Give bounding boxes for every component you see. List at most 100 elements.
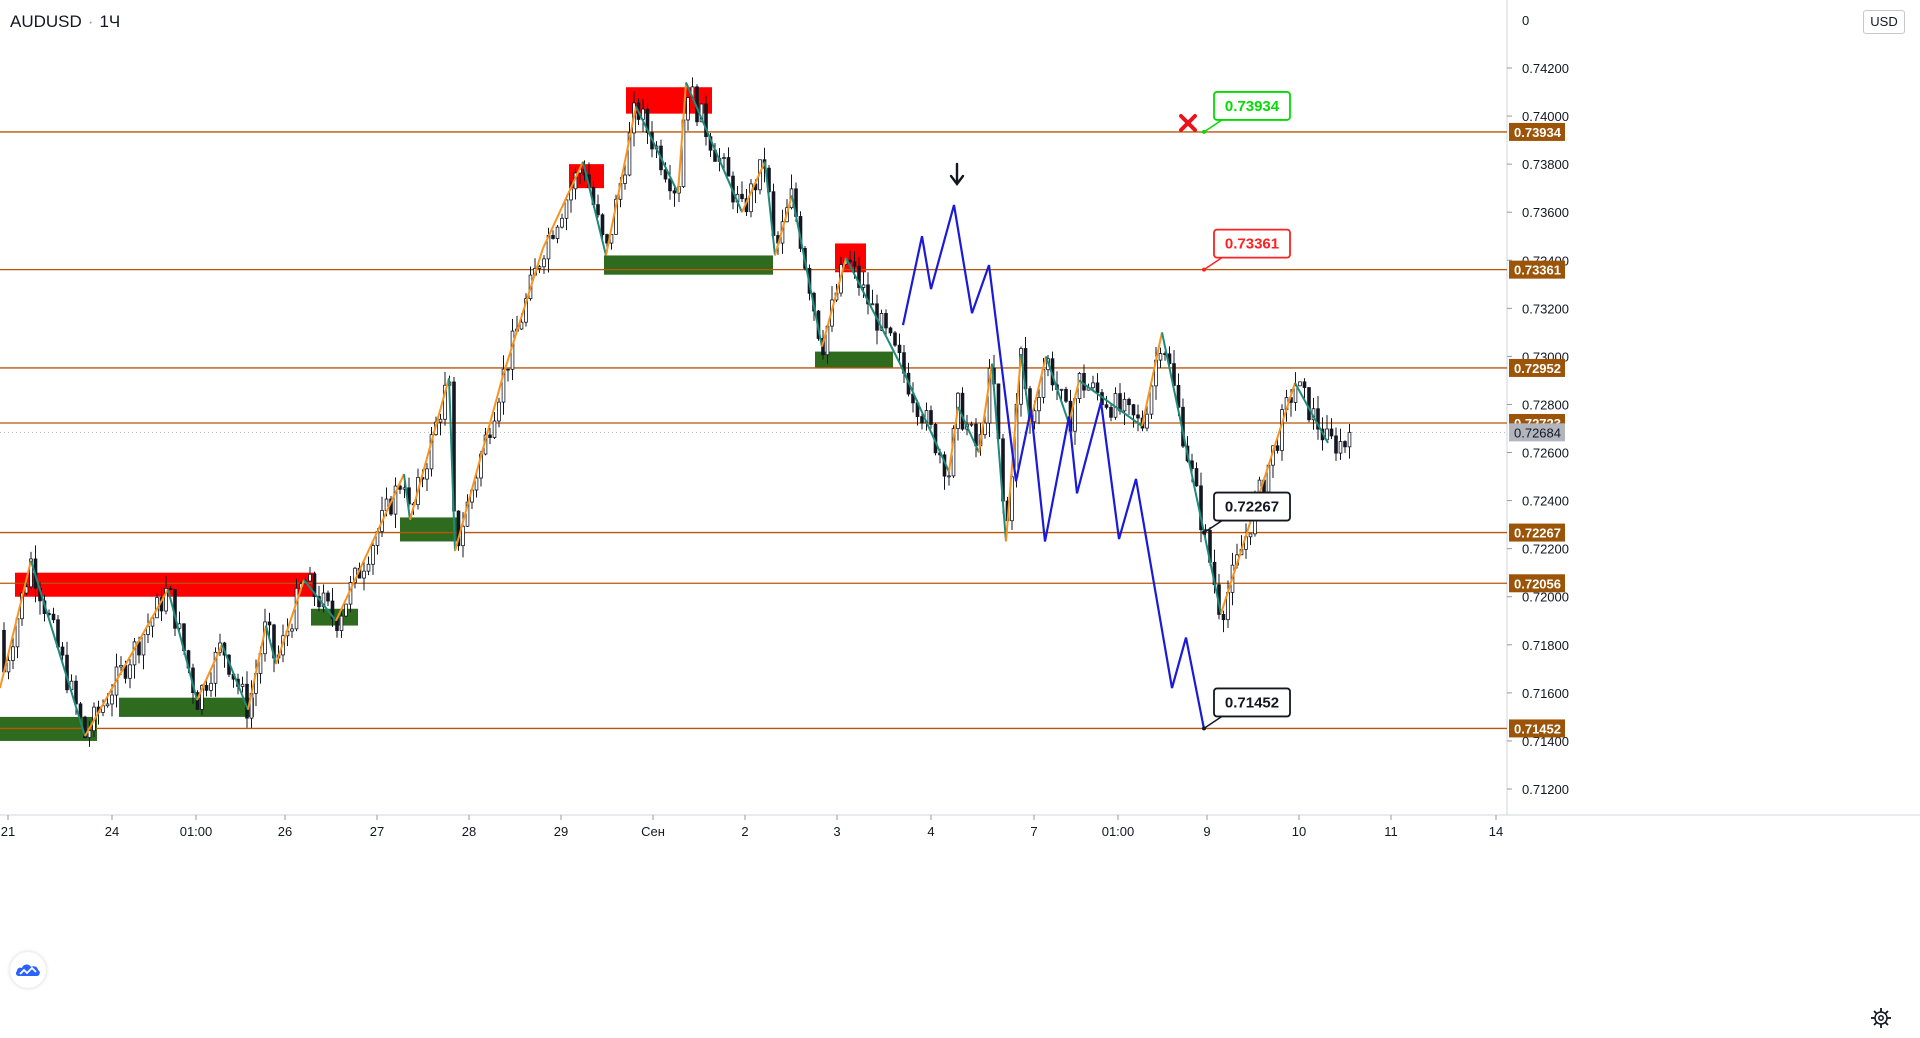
candle-body bbox=[560, 217, 564, 228]
candle-body bbox=[1221, 614, 1226, 621]
candle-body bbox=[627, 132, 632, 176]
candle-body bbox=[429, 434, 434, 470]
symbol-title[interactable]: AUDUSD · 1Ч bbox=[10, 12, 120, 32]
cancel-x-icon bbox=[1179, 114, 1197, 132]
candle-body bbox=[551, 235, 555, 239]
candle-body bbox=[1158, 353, 1163, 361]
time-tick-label: 10 bbox=[1292, 824, 1306, 839]
level-price-label: 0.71452 bbox=[1514, 721, 1561, 736]
candle-body bbox=[879, 313, 884, 331]
candle-body bbox=[1334, 435, 1338, 454]
settings-gear-icon[interactable] bbox=[1869, 1006, 1893, 1030]
levels-layer bbox=[0, 131, 1507, 730]
currency-badge[interactable]: USD bbox=[1863, 10, 1905, 34]
candle-body bbox=[438, 418, 443, 423]
zigzag-down-segment bbox=[764, 161, 776, 256]
candle-body bbox=[492, 420, 497, 438]
zigzag-down-segment bbox=[635, 106, 679, 194]
zigzag-up-segment bbox=[409, 377, 450, 521]
candle-body bbox=[555, 226, 560, 239]
candle-body bbox=[339, 615, 344, 631]
price-axis: 0.742000.740000.738000.736000.734000.732… bbox=[1507, 13, 1569, 797]
time-axis: 21 24 01:00 26 27 28 29 Сен 2 3 4 7 01:00 9 10 11 14 bbox=[1, 815, 1503, 839]
candle-body bbox=[204, 685, 209, 691]
candle-body bbox=[1131, 404, 1136, 416]
target-anchor bbox=[1202, 530, 1206, 535]
annotations-layer bbox=[949, 114, 1197, 186]
candle-body bbox=[83, 716, 87, 738]
candle-body bbox=[1316, 408, 1320, 430]
candle-body bbox=[443, 384, 447, 420]
candle-body bbox=[321, 592, 326, 608]
candle-body bbox=[1307, 387, 1311, 421]
candle-body bbox=[600, 214, 605, 236]
candle-body bbox=[524, 298, 528, 323]
candle-body bbox=[519, 321, 524, 330]
tradingview-logo-icon[interactable] bbox=[10, 952, 46, 988]
current-price-label-bg bbox=[1509, 423, 1565, 442]
candle-body bbox=[542, 258, 546, 268]
candle-body bbox=[726, 157, 731, 177]
zigzag-layer bbox=[0, 82, 1329, 737]
candle-body bbox=[1136, 414, 1140, 419]
price-tick-label: 0.73200 bbox=[1522, 301, 1569, 316]
zigzag-down-segment bbox=[1294, 382, 1329, 444]
zigzag-up-segment bbox=[1029, 356, 1047, 424]
zigzag-up-segment bbox=[978, 363, 993, 453]
candle-body bbox=[1091, 382, 1095, 389]
candle-body bbox=[164, 588, 168, 612]
zigzag-down-segment bbox=[403, 474, 411, 520]
price-tick-label: 0.71600 bbox=[1522, 686, 1569, 701]
price-tick-label: 0.72800 bbox=[1522, 397, 1569, 412]
candle-body bbox=[1338, 441, 1343, 454]
candle-body bbox=[425, 468, 429, 480]
zigzag-down-segment bbox=[448, 377, 456, 552]
price-tick-label: 0.72400 bbox=[1522, 494, 1569, 509]
support-zone bbox=[604, 255, 773, 275]
candle-body bbox=[371, 545, 375, 565]
candle-body bbox=[60, 646, 65, 656]
candle-body bbox=[119, 665, 123, 668]
level-price-label-bg bbox=[1509, 358, 1565, 377]
level-price-label-bg bbox=[1509, 719, 1565, 738]
candle-body bbox=[645, 108, 650, 134]
price-tick-label: 0 bbox=[1522, 13, 1529, 28]
zigzag-down-segment bbox=[1020, 353, 1031, 424]
zigzag-down-segment bbox=[1078, 379, 1143, 427]
zigzag-up-segment bbox=[454, 375, 504, 552]
candle-body bbox=[596, 204, 600, 216]
forecast-path bbox=[901, 204, 1206, 730]
zigzag-down-segment bbox=[30, 560, 86, 737]
level-price-label: 0.73361 bbox=[1514, 263, 1561, 278]
price-tick-label: 0.71200 bbox=[1522, 782, 1569, 797]
zigzag-up-segment bbox=[1068, 380, 1080, 424]
candle-body bbox=[456, 510, 461, 547]
candle-body bbox=[294, 587, 299, 630]
candle-body bbox=[1095, 382, 1100, 393]
candle-body bbox=[1109, 406, 1113, 418]
zigzag-down-segment bbox=[899, 363, 950, 473]
candle-body bbox=[1032, 410, 1037, 423]
time-tick-label: 29 bbox=[554, 824, 568, 839]
time-tick-label: 3 bbox=[833, 824, 840, 839]
target-label: 0.72267 bbox=[1225, 499, 1279, 516]
current-price-label: 0.72684 bbox=[1514, 425, 1561, 440]
level-price-label-bg bbox=[1509, 523, 1565, 542]
candle-body bbox=[330, 600, 335, 620]
candle-body bbox=[344, 603, 348, 617]
target-label: 0.73934 bbox=[1225, 98, 1280, 115]
price-tick-label: 0.71800 bbox=[1522, 638, 1569, 653]
zigzag-down-segment bbox=[582, 161, 607, 256]
zigzag-up-segment bbox=[741, 161, 766, 213]
time-tick-label: 27 bbox=[370, 824, 384, 839]
target-box bbox=[1213, 491, 1291, 522]
price-tick-label: 0.72600 bbox=[1522, 446, 1569, 461]
zigzag-down-segment bbox=[957, 406, 980, 453]
level-price-label-bg bbox=[1509, 260, 1565, 279]
candle-body bbox=[969, 423, 974, 426]
chart-grid bbox=[0, 0, 1920, 816]
candle-body bbox=[51, 613, 56, 621]
candle-body bbox=[488, 434, 492, 438]
candle-body bbox=[893, 332, 897, 346]
